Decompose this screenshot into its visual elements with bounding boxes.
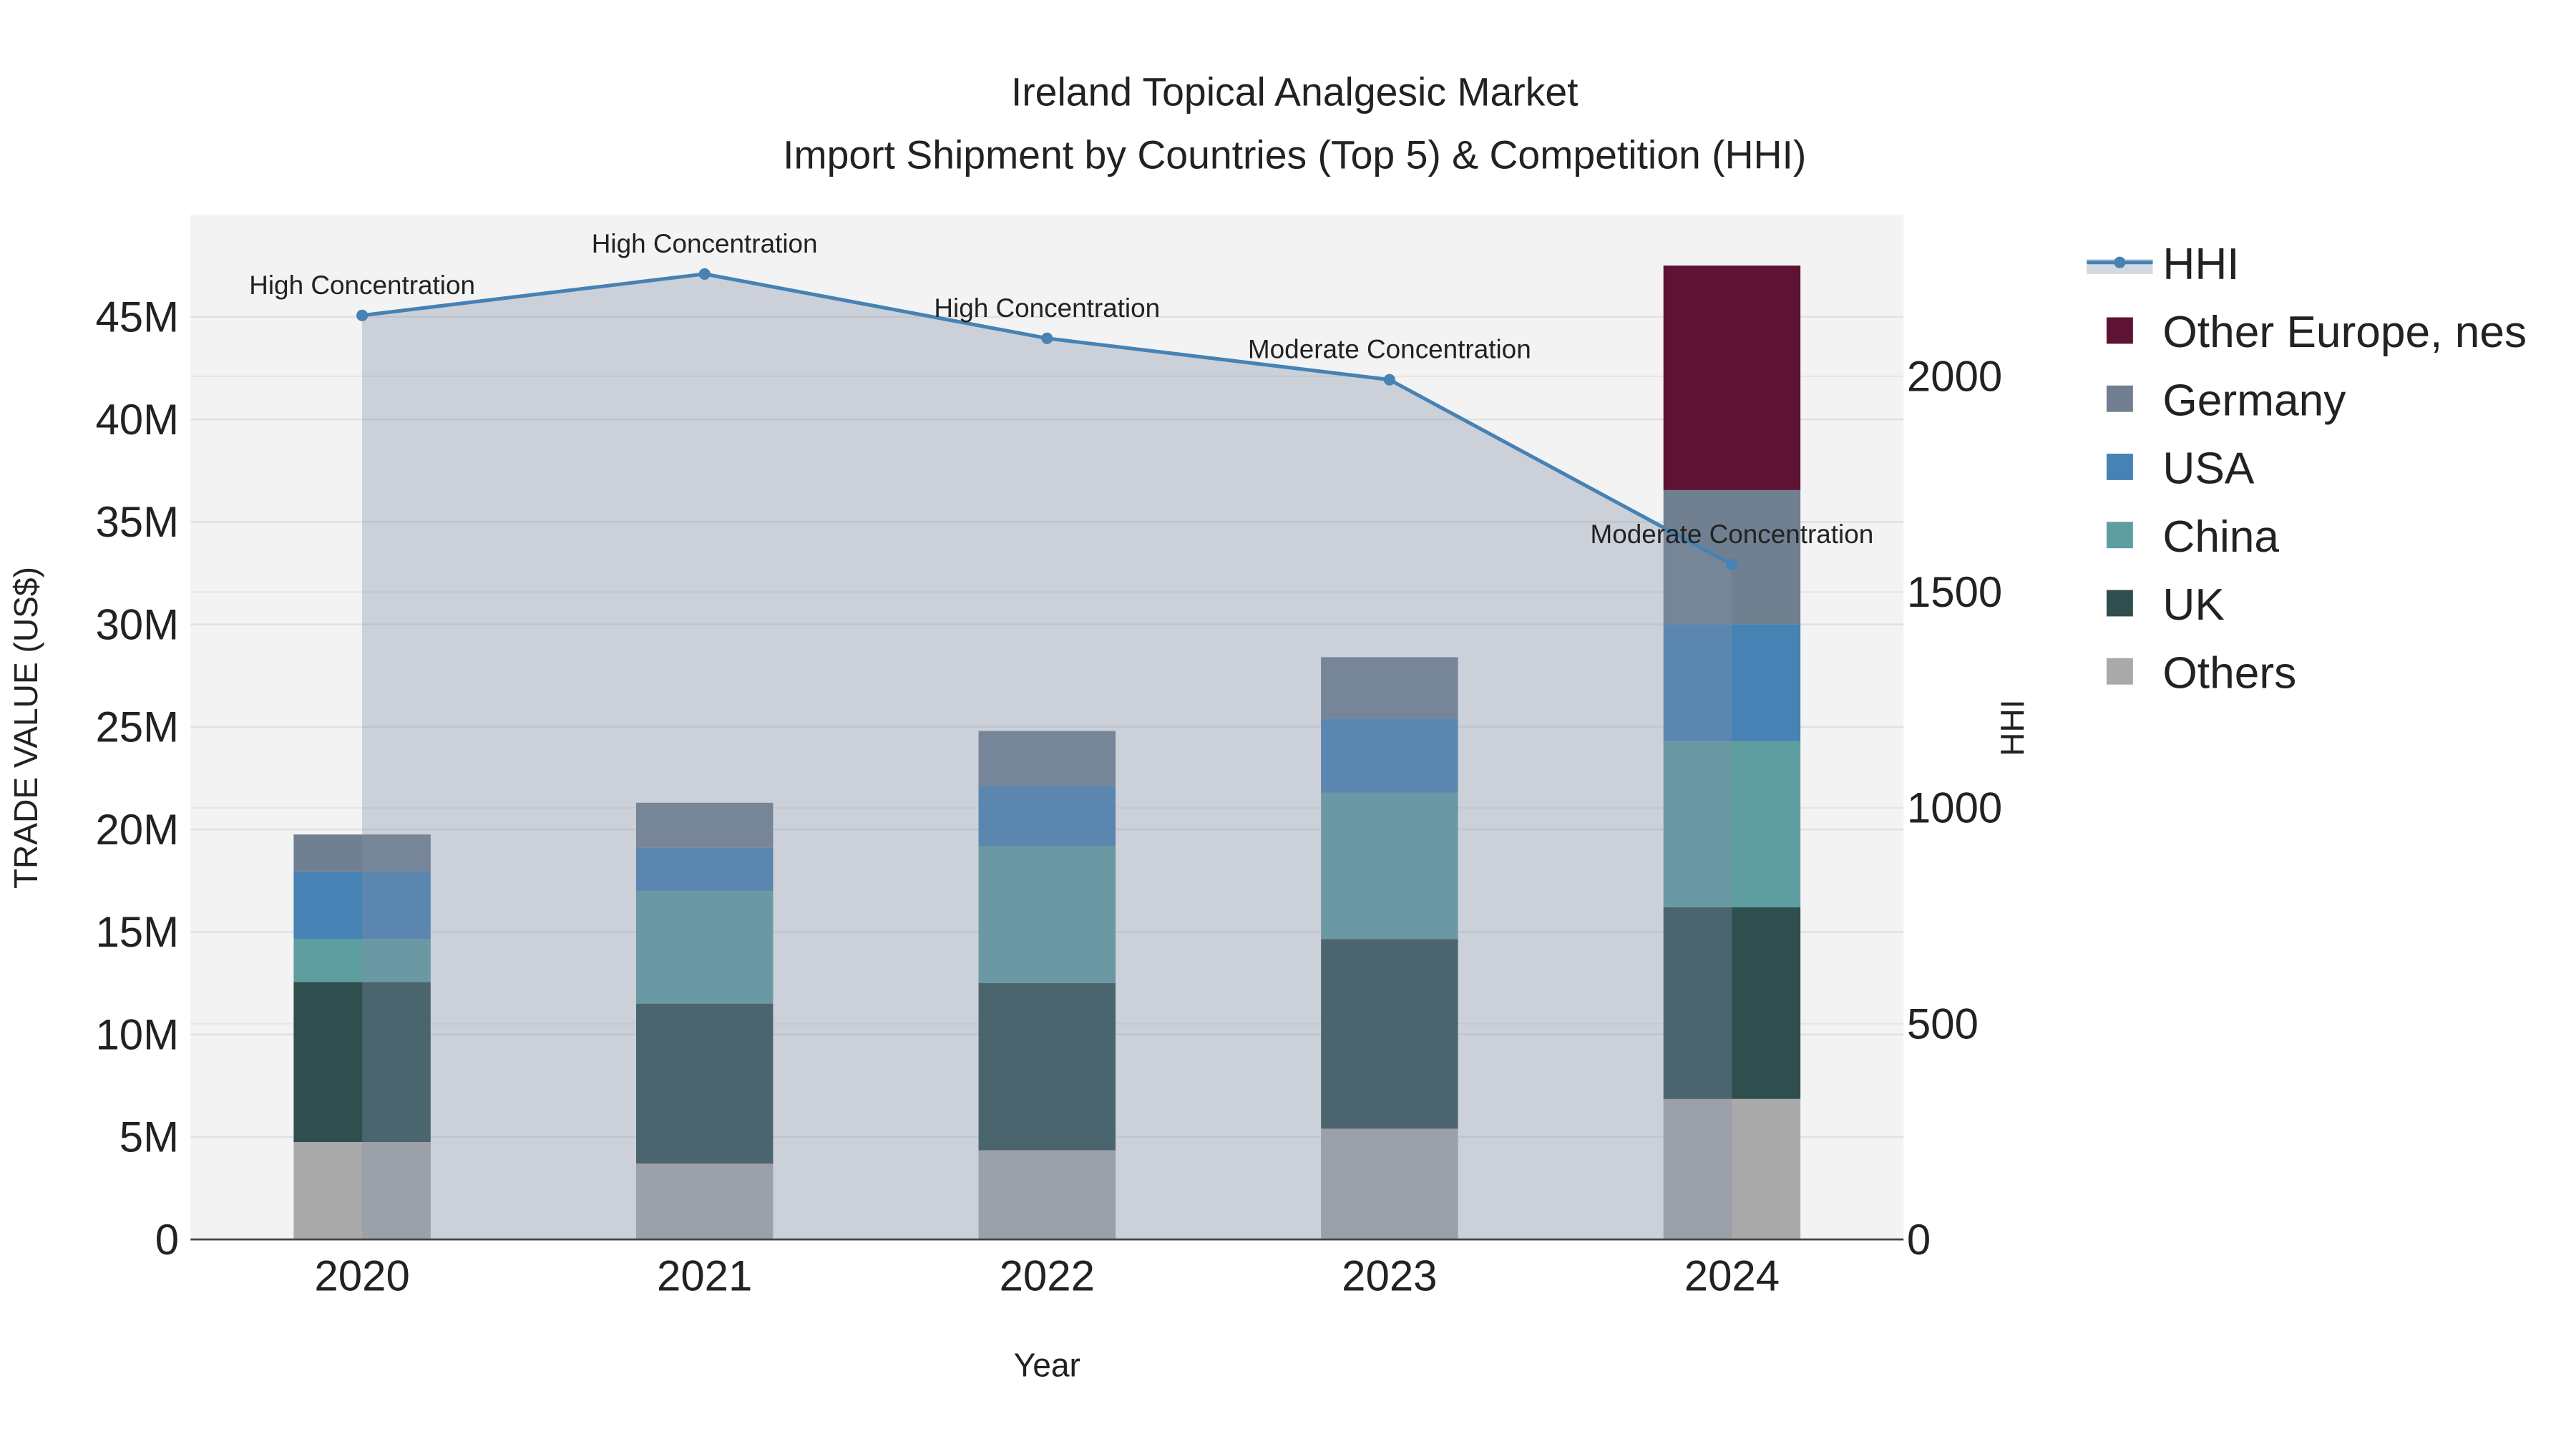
bar-germany-2020 — [293, 834, 431, 872]
legend-swatch-china — [2106, 522, 2133, 549]
y-tick-label: 30M — [95, 600, 179, 648]
bar-usa-2020 — [293, 871, 431, 940]
y-tick-label: 0 — [155, 1216, 179, 1264]
bar-others-2024 — [1663, 1098, 1801, 1240]
bar-uk-2020 — [293, 982, 431, 1143]
bar-germany-2023 — [1321, 657, 1458, 719]
bar-usa-2022 — [978, 786, 1116, 847]
chart-title: Ireland Topical Analgesic Market — [1011, 70, 1579, 114]
bar-uk-2024 — [1663, 907, 1801, 1099]
legend-label: HHI — [2162, 240, 2239, 289]
hhi-point-2022 — [1041, 332, 1053, 344]
y-tick-label: 15M — [95, 908, 179, 956]
bar-others-2023 — [1321, 1128, 1458, 1240]
y-tick-label: 45M — [95, 293, 179, 341]
hhi-area — [362, 273, 1732, 1240]
bar-usa-2021 — [635, 847, 774, 892]
y2-tick-label: 2000 — [1907, 353, 2002, 401]
bar-other-europe-nes-2024 — [1663, 265, 1801, 490]
bar-china-2024 — [1663, 741, 1801, 907]
hhi-point-2021 — [698, 268, 711, 280]
x-axis-title: Year — [1014, 1347, 1080, 1384]
hhi-point-2023 — [1383, 374, 1395, 386]
legend-label: Other Europe, nes — [2162, 308, 2527, 357]
y-tick-label: 25M — [95, 703, 179, 751]
y-tick-label: 40M — [95, 396, 179, 444]
legend-label: Germany — [2162, 376, 2346, 425]
bar-china-2022 — [978, 846, 1116, 983]
hhi-annotation: High Concentration — [592, 229, 818, 258]
y-tick-label: 35M — [95, 498, 179, 546]
legend-label: UK — [2162, 580, 2225, 630]
y2-axis-title: HHI — [1994, 699, 2031, 756]
y-axis-title: TRADE VALUE (US$) — [7, 567, 44, 889]
hhi-annotation: Moderate Concentration — [1248, 335, 1531, 364]
chart-subtitle: Import Shipment by Countries (Top 5) & C… — [783, 132, 1806, 177]
bar-usa-2023 — [1321, 718, 1458, 793]
x-tick-label: 2022 — [1000, 1252, 1095, 1300]
hhi-point-2024 — [1726, 558, 1738, 570]
y2-tick-label: 1000 — [1907, 784, 2002, 832]
hhi-annotation: Moderate Concentration — [1591, 519, 1874, 549]
hhi-point-2020 — [356, 309, 369, 321]
y2-tick-label: 0 — [1907, 1216, 1931, 1264]
bar-uk-2021 — [635, 1003, 774, 1164]
x-tick-label: 2024 — [1684, 1252, 1780, 1300]
bar-germany-2022 — [978, 731, 1116, 786]
bar-germany-2024 — [1663, 489, 1801, 625]
hhi-annotation: High Concentration — [249, 270, 475, 300]
hhi-annotation: High Concentration — [934, 293, 1160, 323]
bar-china-2023 — [1321, 792, 1458, 940]
legend-swatch-other-europe-nes — [2106, 317, 2133, 344]
y-tick-label: 10M — [95, 1010, 179, 1058]
bar-others-2022 — [978, 1150, 1116, 1240]
legend-label: Others — [2162, 648, 2296, 698]
legend-swatch-germany — [2106, 385, 2133, 412]
x-tick-label: 2023 — [1342, 1252, 1437, 1300]
legend-swatch-others — [2106, 658, 2133, 685]
bar-uk-2022 — [978, 982, 1116, 1151]
bar-germany-2021 — [635, 802, 774, 848]
bar-china-2020 — [293, 939, 431, 982]
bar-others-2020 — [293, 1142, 431, 1240]
legend-label: China — [2162, 512, 2279, 562]
y-tick-label: 5M — [119, 1113, 179, 1161]
y2-tick-label: 500 — [1907, 1000, 1979, 1048]
bar-usa-2024 — [1663, 624, 1801, 741]
legend-swatch-usa — [2106, 454, 2133, 480]
x-tick-label: 2021 — [657, 1252, 752, 1300]
bar-china-2021 — [635, 891, 774, 1004]
legend-swatch-uk — [2106, 590, 2133, 617]
bar-uk-2023 — [1321, 939, 1458, 1129]
legend-hhi-marker — [2114, 256, 2126, 268]
y-tick-label: 20M — [95, 806, 179, 854]
y2-tick-label: 1500 — [1907, 568, 2002, 616]
legend-label: USA — [2162, 444, 2254, 494]
bar-others-2021 — [635, 1163, 774, 1240]
x-tick-label: 2020 — [314, 1252, 409, 1300]
